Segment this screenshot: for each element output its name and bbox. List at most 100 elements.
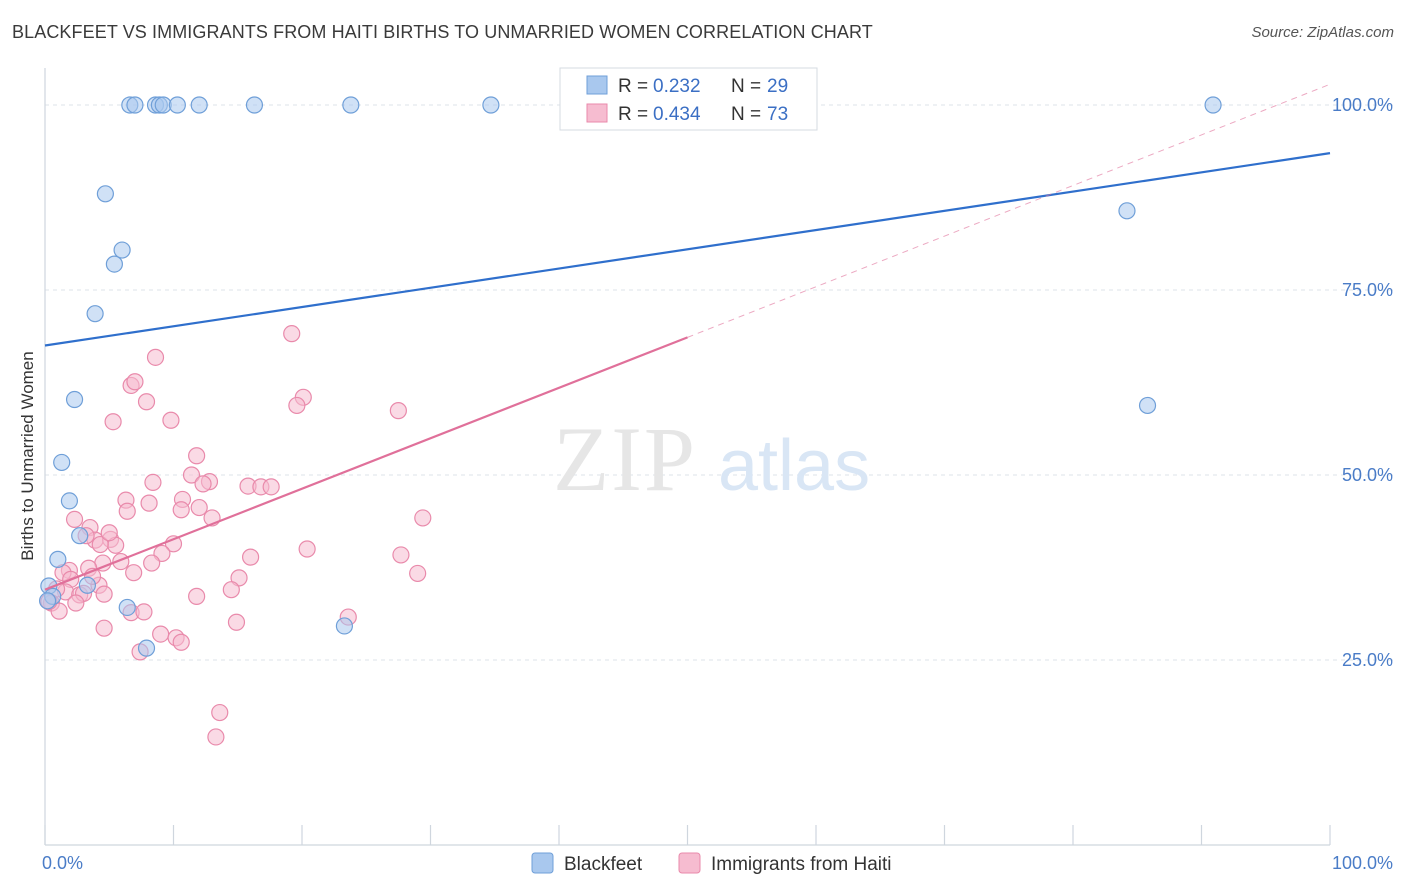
legend-swatch-haiti (678, 852, 701, 874)
haiti-point (91, 535, 109, 554)
stats-r-value: 0.232 (653, 76, 701, 97)
haiti-point (152, 625, 170, 643)
haiti-point (298, 540, 316, 558)
blackfeet-point (60, 492, 79, 510)
haiti-point (188, 447, 206, 465)
blackfeet-point (1118, 202, 1136, 220)
haiti-point (65, 510, 84, 529)
haiti-point (227, 613, 246, 631)
haiti-point (95, 585, 113, 603)
haiti-point (230, 569, 248, 587)
blackfeet-point (65, 390, 84, 409)
haiti-point (67, 594, 85, 612)
haiti-trend-line-extension (687, 83, 1331, 338)
haiti-point (414, 509, 432, 527)
chart-title: BLACKFEET VS IMMIGRANTS FROM HAITI BIRTH… (12, 22, 873, 42)
axes (44, 68, 1331, 846)
grid-lines (45, 104, 1393, 661)
haiti-trend-line (44, 336, 688, 591)
haiti-point (144, 473, 162, 491)
x-tick-label-left: 0.0% (42, 853, 83, 873)
blackfeet-point (118, 598, 136, 617)
y-tick-label: 50.0% (1342, 465, 1393, 485)
haiti-point (172, 633, 190, 651)
legend-label-blackfeet: Blackfeet (564, 854, 643, 875)
series-immigrants-from-haiti-points (40, 325, 432, 746)
haiti-point (207, 728, 225, 746)
stats-r-label: R = (618, 76, 653, 97)
blackfeet-point (1204, 96, 1222, 114)
bottom-legend: Blackfeet Immigrants from Haiti (531, 852, 892, 875)
blackfeet-point (49, 550, 67, 568)
blackfeet-point (53, 453, 71, 472)
legend-swatch-blackfeet (531, 852, 554, 874)
source-label: Source: ZipAtlas.com (1251, 24, 1394, 41)
y-tick-label: 100.0% (1332, 95, 1393, 115)
haiti-point (146, 348, 165, 366)
stats-n-label: N = (731, 76, 766, 97)
blackfeet-point (38, 592, 57, 610)
haiti-point (190, 498, 208, 517)
haiti-point (392, 546, 410, 564)
haiti-point (211, 703, 229, 722)
blackfeet-point (71, 527, 89, 545)
blackfeet-point (335, 617, 354, 635)
haiti-point (162, 411, 180, 429)
haiti-point (409, 564, 427, 583)
blackfeet-point (78, 576, 97, 594)
haiti-point (143, 554, 161, 572)
stats-r-value: 0.434 (653, 104, 701, 125)
haiti-point (137, 393, 156, 411)
blackfeet-trend-line (44, 152, 1331, 347)
blackfeet-point (1138, 396, 1157, 415)
stats-legend: R = 0.232 N = 29 R = 0.434 N = 73 (559, 67, 818, 131)
blackfeet-point (342, 96, 360, 114)
haiti-point (126, 373, 144, 391)
blackfeet-point (190, 96, 208, 114)
haiti-point (262, 478, 280, 496)
haiti-point (95, 619, 113, 637)
blackfeet-point (86, 305, 104, 323)
stats-legend-swatch-haiti (586, 103, 608, 123)
watermark-zip: ZIP (553, 408, 697, 510)
haiti-point (125, 564, 143, 582)
haiti-point (100, 524, 118, 542)
x-tick-label-right: 100.0% (1332, 853, 1393, 873)
stats-n-value: 29 (767, 76, 788, 97)
haiti-point (140, 494, 158, 512)
haiti-point (182, 466, 201, 484)
haiti-point (135, 603, 153, 621)
haiti-point (118, 502, 136, 520)
y-tick-label: 75.0% (1342, 280, 1393, 300)
trend-lines (44, 83, 1331, 591)
tick-labels: 25.0% 50.0% 75.0% 100.0% 0.0% 100.0% (42, 95, 1393, 873)
haiti-point (104, 413, 122, 431)
y-axis-title: Births to Unmarried Women (18, 351, 37, 560)
stats-legend-swatch-blackfeet (586, 75, 608, 95)
haiti-point (188, 587, 206, 605)
series-blackfeet-points (38, 96, 1222, 657)
watermark-atlas: atlas (718, 426, 870, 506)
haiti-point (222, 581, 240, 599)
blackfeet-point (113, 241, 131, 259)
stats-n-value: 73 (767, 104, 788, 125)
haiti-point (288, 396, 306, 415)
legend-label-haiti: Immigrants from Haiti (711, 854, 892, 875)
haiti-point (194, 475, 212, 493)
blackfeet-point (137, 639, 156, 657)
blackfeet-point (96, 185, 114, 203)
blackfeet-point (482, 96, 500, 114)
y-tick-label: 25.0% (1342, 650, 1393, 670)
haiti-point (242, 548, 260, 566)
blackfeet-point (105, 255, 123, 273)
watermark: ZIP atlas (553, 408, 870, 510)
haiti-point (172, 501, 190, 519)
haiti-point (389, 402, 407, 420)
stats-n-label: N = (731, 104, 766, 125)
blackfeet-point (168, 96, 186, 114)
blackfeet-point (245, 96, 264, 114)
haiti-point (283, 325, 301, 343)
stats-r-label: R = (618, 104, 653, 125)
blackfeet-point (126, 96, 144, 114)
